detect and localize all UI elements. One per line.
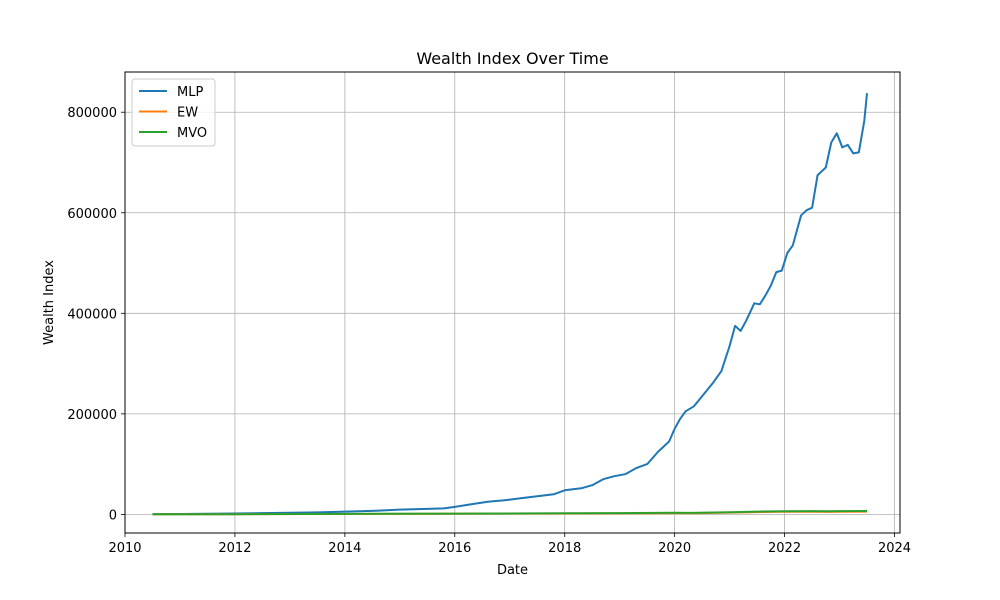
x-tick-label: 2024 — [878, 541, 911, 556]
x-tick-label: 2020 — [658, 541, 691, 556]
legend-entry: MVO — [177, 126, 207, 141]
series-line-mvo — [152, 510, 868, 516]
y-axis: 0 200000 400000 600000 800000 — [67, 106, 125, 523]
y-tick-label: 800000 — [67, 106, 117, 121]
x-tick-label: 2018 — [548, 541, 581, 556]
x-tick-label: 2012 — [218, 541, 251, 556]
y-tick-label: 400000 — [67, 307, 117, 322]
x-axis-label: Date — [497, 563, 528, 578]
legend-entry: MLP — [177, 85, 203, 100]
plot-frame — [124, 71, 901, 534]
chart-title: Wealth Index Over Time — [416, 49, 608, 68]
grid-lines — [124, 72, 900, 533]
y-tick-label: 0 — [109, 508, 117, 523]
legend-entry: EW — [177, 106, 198, 121]
plot-lines — [152, 93, 868, 516]
y-axis-label: Wealth Index — [42, 260, 57, 345]
x-tick-label: 2014 — [328, 541, 361, 556]
y-tick-label: 200000 — [67, 408, 117, 423]
legend-box — [131, 78, 216, 147]
series-line-mlp — [152, 93, 868, 516]
x-tick-label: 2010 — [108, 541, 141, 556]
x-tick-label: 2022 — [768, 541, 801, 556]
x-tick-label: 2016 — [438, 541, 471, 556]
x-axis: 2010 2012 2014 2016 2018 2020 2022 2024 — [108, 533, 911, 556]
legend: MLP EW MVO — [131, 78, 216, 147]
y-tick-label: 600000 — [67, 207, 117, 222]
